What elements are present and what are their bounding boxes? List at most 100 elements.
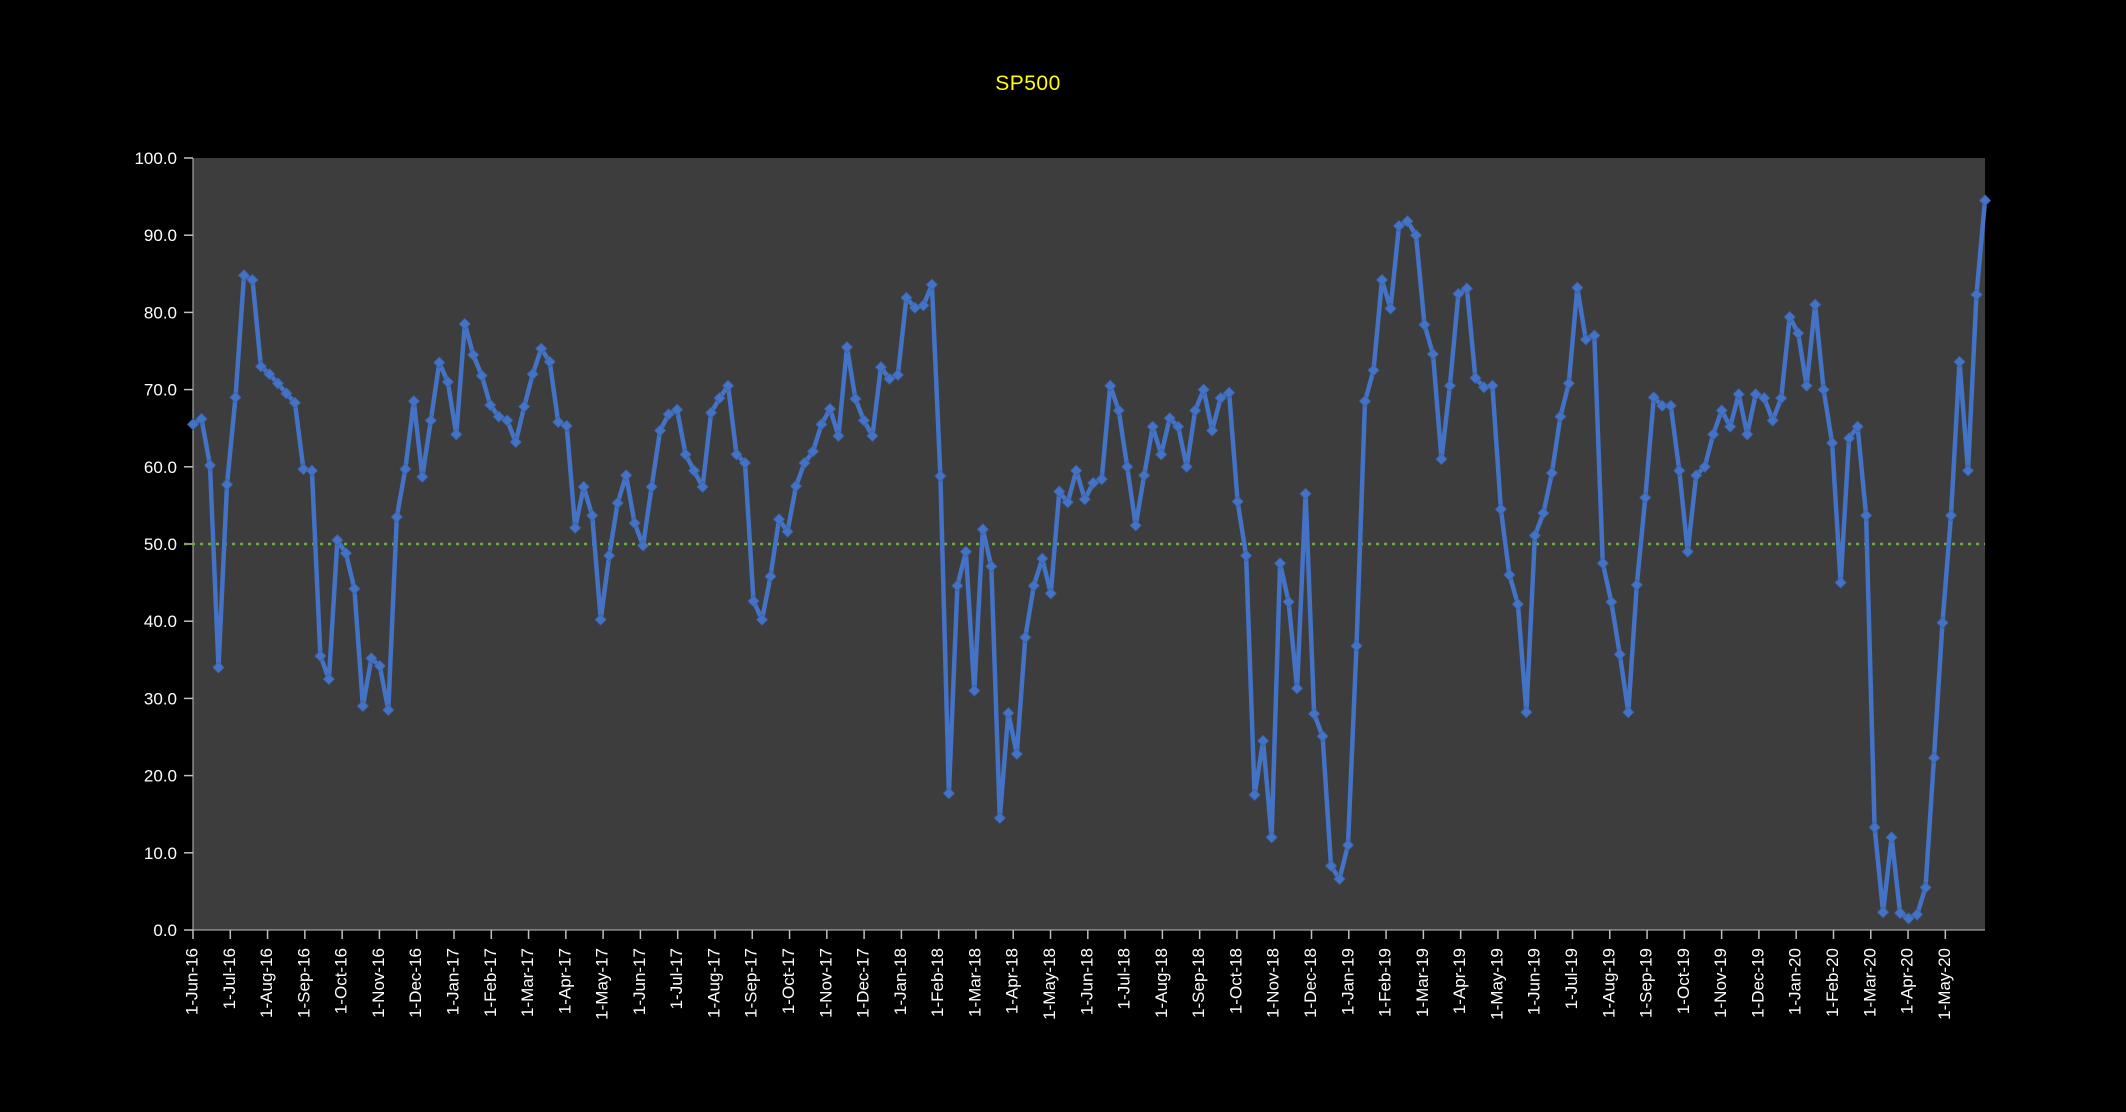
data-point-marker (1172, 420, 1185, 433)
data-point-marker (220, 478, 234, 491)
data-point-marker (891, 368, 904, 381)
data-point-marker (1104, 379, 1117, 392)
data-point-marker (203, 459, 217, 472)
data-point-marker (195, 412, 208, 426)
data-point-marker (1248, 788, 1261, 801)
data-point-marker (637, 539, 650, 552)
x-tick-label: 1-Aug-16 (257, 948, 276, 1018)
data-point-marker (713, 392, 726, 405)
x-tick-label: 1-Oct-16 (332, 948, 351, 1014)
x-tick-label: 1-Apr-17 (555, 948, 574, 1014)
data-point-marker (679, 448, 692, 461)
data-point-marker (1392, 219, 1406, 233)
x-tick-label: 1-Jul-16 (220, 948, 239, 1009)
x-tick-label: 1-Mar-17 (518, 948, 537, 1017)
data-point-marker (1630, 578, 1643, 591)
data-point-marker (755, 613, 769, 626)
data-point-marker (1452, 287, 1465, 300)
data-point-marker (1214, 392, 1227, 405)
data-point-marker (993, 811, 1006, 825)
data-point-marker (1520, 706, 1533, 719)
data-point-marker (1291, 682, 1304, 695)
data-point-marker (1138, 469, 1151, 482)
data-point-marker (237, 269, 251, 282)
data-point-marker (1902, 912, 1915, 925)
data-point-marker (535, 342, 548, 355)
data-point-marker (1324, 859, 1338, 872)
data-point-marker (1265, 831, 1278, 844)
data-point-marker (1596, 557, 1609, 570)
data-point-marker (399, 463, 412, 476)
data-point-marker (390, 510, 403, 524)
y-tick-label: 80.0 (144, 303, 177, 322)
data-point-marker (1189, 404, 1202, 417)
data-point-marker (1257, 734, 1270, 747)
data-point-marker (1775, 392, 1788, 405)
data-point-marker (874, 361, 887, 374)
data-point-marker (823, 402, 837, 415)
data-point-marker (1741, 428, 1754, 441)
data-point-marker (1843, 432, 1856, 445)
data-point-marker (688, 464, 701, 477)
data-point-marker (382, 703, 395, 717)
data-point-marker (1715, 404, 1728, 417)
x-tick-label: 1-Oct-18 (1226, 948, 1245, 1014)
data-point-marker (1163, 412, 1176, 425)
data-point-marker (1792, 327, 1805, 340)
data-point-marker (764, 570, 777, 583)
data-point-marker (1639, 491, 1652, 504)
data-point-marker (186, 418, 200, 431)
data-point-marker (730, 448, 743, 461)
data-point-marker (1375, 273, 1389, 287)
data-point-marker (705, 406, 718, 419)
x-tick-label: 1-Feb-20 (1823, 948, 1842, 1017)
data-point-marker (1894, 906, 1907, 920)
y-tick-label: 50.0 (144, 535, 177, 554)
data-point-marker (1121, 460, 1134, 473)
data-point-marker (1961, 464, 1975, 477)
data-point-marker (832, 429, 845, 442)
data-point-marker (1503, 568, 1516, 581)
data-point-marker (1180, 460, 1193, 473)
data-point-marker (246, 273, 259, 287)
data-point-marker (280, 387, 293, 400)
data-point-marker (815, 418, 828, 431)
data-point-marker (747, 595, 760, 608)
series-sp500 (186, 194, 1992, 925)
x-tick-label: 1-Feb-19 (1376, 948, 1395, 1017)
data-point-marker (1970, 288, 1983, 301)
data-point-marker (1367, 364, 1380, 377)
data-point-marker (1724, 420, 1737, 433)
data-point-marker (501, 414, 514, 427)
data-point-marker (1877, 906, 1890, 919)
data-point-marker (721, 379, 735, 392)
data-point-marker (348, 582, 361, 595)
data-point-marker (1206, 424, 1219, 437)
data-point-marker (1027, 579, 1040, 592)
y-tick-label: 90.0 (144, 226, 177, 245)
data-point-marker (1537, 507, 1550, 520)
x-tick-label: 1-Jun-18 (1077, 948, 1096, 1015)
data-point-marker (577, 480, 590, 493)
y-tick-label: 0.0 (153, 921, 177, 940)
y-tick-label: 30.0 (144, 689, 177, 708)
data-point-marker (297, 463, 310, 476)
data-point-marker (1588, 329, 1601, 342)
x-tick-label: 1-Nov-16 (369, 948, 388, 1018)
data-point-marker (1511, 598, 1524, 611)
data-point-marker (1647, 391, 1660, 404)
data-point-marker (959, 545, 972, 558)
x-tick-label: 1-Oct-19 (1674, 948, 1693, 1014)
data-point-marker (1953, 355, 1966, 368)
data-point-marker (1070, 464, 1083, 477)
data-point-marker (1002, 707, 1015, 720)
data-point-marker (586, 509, 599, 522)
data-point-marker (339, 547, 352, 560)
data-point-marker (552, 415, 565, 429)
data-point-marker (1036, 552, 1049, 565)
data-point-marker (560, 419, 573, 432)
data-point-marker (1010, 747, 1023, 761)
data-point-marker (518, 400, 531, 413)
data-point-marker (1528, 529, 1541, 542)
